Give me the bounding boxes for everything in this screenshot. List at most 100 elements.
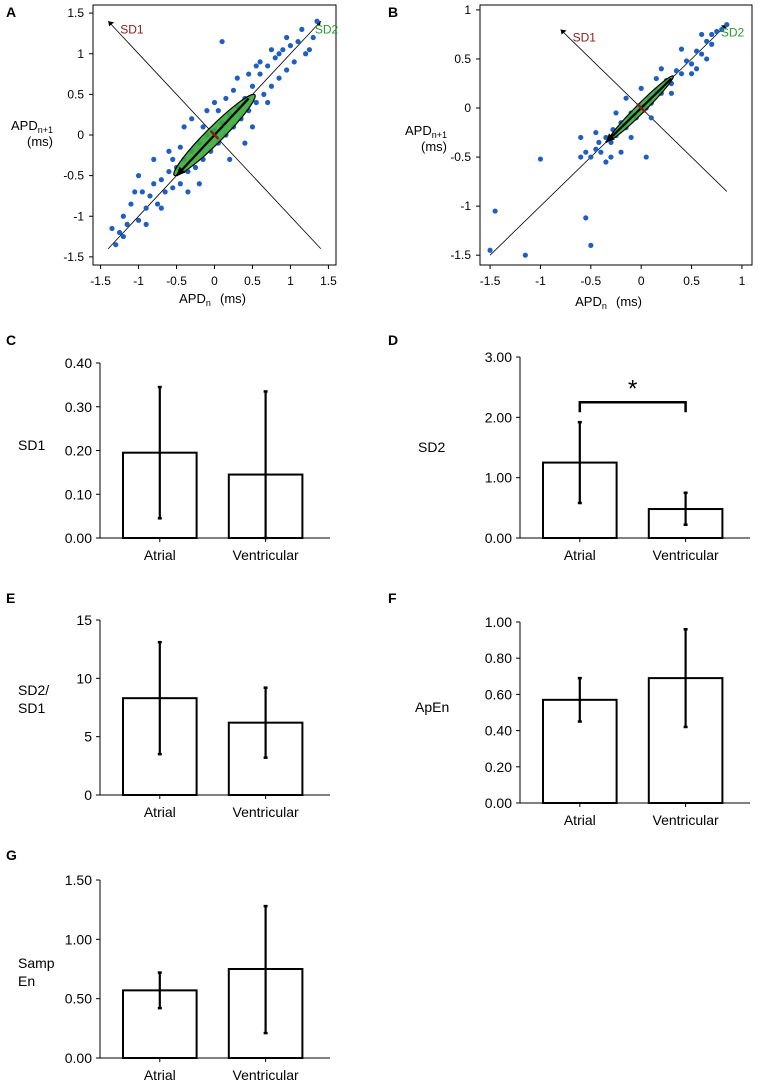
data-point [623,95,629,101]
data-point [688,71,695,77]
y-tick-label: 0.40 [485,723,512,739]
y-tick-label: 0.10 [65,486,92,502]
data-point [211,99,218,106]
category-label-atrial: Atrial [564,547,596,563]
y-axis-label: Samp [18,955,55,971]
data-point [147,193,153,199]
data-point [628,134,634,141]
data-point [537,156,544,162]
data-point [588,242,594,248]
data-point [268,83,275,89]
y-tick-label: 1 [464,3,471,17]
sd1-axis-arrowhead [560,29,567,35]
sd2-arrow-head [605,133,615,143]
data-point [704,56,710,62]
data-point [265,63,271,69]
panel-letter-e: E [6,590,15,606]
data-point [303,51,309,57]
data-point [314,18,320,24]
data-point [166,168,172,175]
data-point [204,108,210,114]
data-point [653,75,659,82]
y-tick-label: 5 [84,729,92,745]
data-point [272,55,278,61]
data-point [215,108,221,114]
data-point [588,154,594,160]
panel-letter-d: D [388,332,398,348]
data-point [295,38,301,45]
x-tick-label: 1 [739,274,746,288]
data-point [603,159,609,165]
x-axis-label: APDn [575,294,607,311]
data-point [170,185,176,191]
y-tick-label: 0.30 [65,399,92,415]
x-tick-label: -0.5 [166,274,187,288]
y-tick-label: 1 [77,47,84,61]
data-point [306,47,313,53]
y-axis-label: SD1 [18,437,45,453]
data-point [643,154,649,160]
data-point [223,95,229,102]
data-point [177,144,183,150]
data-point [618,149,624,155]
y-tick-label: 0.00 [485,530,512,546]
panel-letter-b: B [388,4,398,20]
x-axis-label-unit: (ms) [220,291,246,306]
data-point [120,233,126,240]
y-tick-label: 3.00 [485,349,512,365]
x-axis-label-unit: (ms) [616,294,642,309]
bar-chart-d: 0.00 1.00 2.00 3.00 SD2 Atrial Ventricular * [418,349,750,563]
data-point [608,154,614,160]
data-point [135,217,142,223]
x-tick-label: -0.5 [580,274,601,288]
data-point [280,47,286,53]
y-tick-label: 1.00 [65,931,92,947]
data-point [522,252,528,258]
data-point [246,71,252,77]
category-label-ventricular: Ventricular [233,804,299,820]
poincare-plot-a: -1.5 -1 -0.5 0 0.5 1 1.5 -1.5 -1 -0.5 0 0.5 1 1.5 APDn… [11,4,338,308]
category-label-atrial: Atrial [144,1067,176,1083]
category-label-ventricular: Ventricular [653,547,719,563]
data-point [583,149,589,155]
data-point [310,34,316,41]
data-point [257,59,263,65]
y-tick-label: 2.00 [485,409,512,425]
sd2-arrow [605,77,673,144]
data-point [181,124,187,130]
y-tick-label: 0.40 [65,355,92,371]
data-point [249,124,256,130]
data-point [719,26,725,33]
x-tick-label: 0.5 [244,274,261,288]
y-tick-label: -1.5 [450,248,471,262]
panel-letter-a: A [6,4,16,20]
sd2-label: SD2 [721,26,745,40]
data-point [704,38,710,44]
y-tick-label: 1.50 [65,872,92,888]
panel-letter-f: F [388,590,397,606]
y-axis-label: APDn+1 [405,123,447,140]
y-tick-label: 0 [77,128,84,142]
category-label-ventricular: Ventricular [233,547,299,563]
y-tick-label: 0.20 [485,759,512,775]
x-tick-label: 1.5 [320,274,337,288]
y-tick-label: 10 [76,670,92,686]
category-label-ventricular: Ventricular [233,1067,299,1083]
y-tick-label: 0.5 [67,87,84,101]
significance-star: * [628,375,637,402]
y-tick-label: -0.5 [63,169,84,183]
data-point [648,115,654,121]
bar-atrial [122,697,198,797]
sd1-marker [636,103,647,113]
x-tick-label: -1 [535,274,546,288]
data-point [291,59,297,65]
data-point [699,31,705,38]
y-tick-label: -0.5 [450,150,471,164]
data-point [257,71,263,77]
y-tick-label: 1.5 [67,6,84,20]
data-point [158,177,164,183]
data-point [613,110,619,116]
data-point [219,38,225,45]
y-axis-label-unit: (ms) [27,134,53,149]
plot-frame [479,4,753,266]
